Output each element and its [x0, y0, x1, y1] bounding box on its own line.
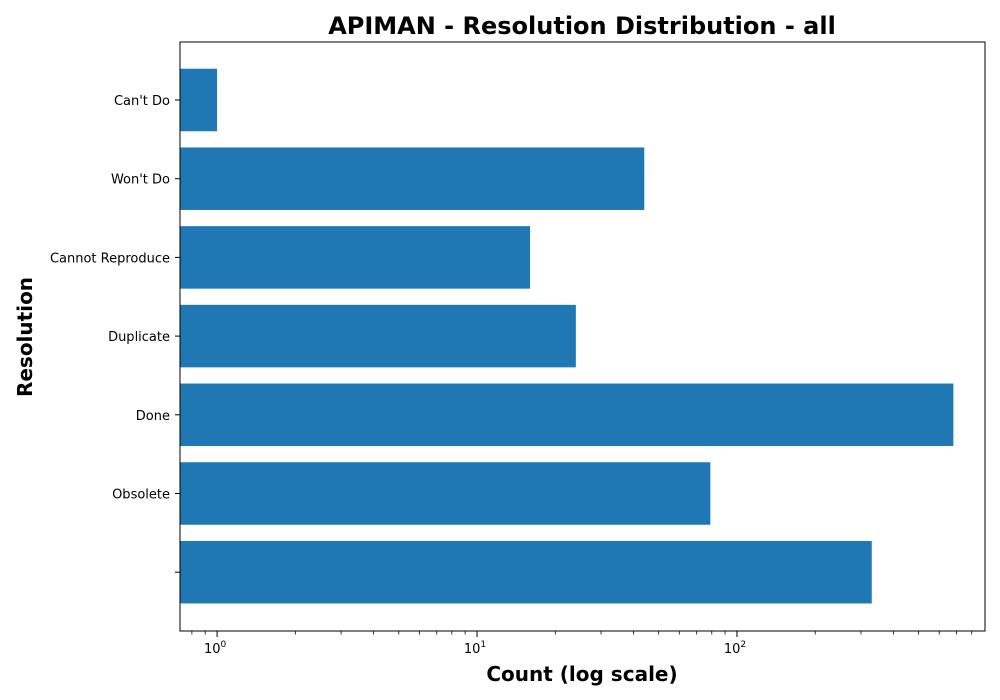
bar: [180, 147, 645, 210]
x-tick-label: 100: [204, 640, 227, 657]
plot-frame: [179, 41, 986, 632]
y-tick-label: Obsolete: [112, 488, 170, 503]
x-ticks-layer: 100 101 102: [204, 631, 746, 657]
x-tick-label: 101: [464, 640, 486, 657]
y-tick-label: Duplicate: [108, 330, 170, 345]
x-tick-label: 102: [724, 640, 746, 657]
y-tick-label: Cannot Reproduce: [50, 251, 170, 266]
bar: [180, 68, 218, 132]
bar: [180, 462, 711, 525]
bar: [180, 304, 576, 368]
bars-layer: [180, 68, 954, 604]
minor-ticks-layer: [191, 631, 973, 635]
y-ticks-layer: Can't Do Won't Do Cannot Reproduce Duplicat…: [50, 94, 180, 573]
y-tick-label: Done: [136, 409, 170, 424]
y-tick-label: Can't Do: [114, 94, 170, 109]
chart-title: APIMAN - Resolution Distribution - all: [328, 12, 836, 40]
y-axis-label: Resolution: [13, 277, 37, 397]
bar: [180, 226, 531, 289]
x-axis-label: Count (log scale): [486, 662, 677, 686]
bar: [180, 383, 954, 447]
y-tick-label: Won't Do: [111, 173, 170, 188]
bar: [180, 540, 872, 604]
